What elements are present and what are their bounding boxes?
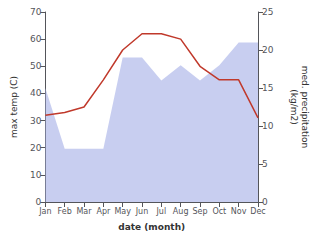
svg-text:(kg/m2): (kg/m2)	[289, 89, 299, 124]
svg-text:Jun: Jun	[135, 207, 149, 216]
svg-text:15: 15	[262, 83, 273, 93]
svg-text:Mar: Mar	[76, 207, 92, 216]
svg-text:Apr: Apr	[96, 207, 111, 216]
svg-text:max temp (C): max temp (C)	[9, 76, 19, 138]
svg-text:Jan: Jan	[38, 207, 51, 216]
svg-text:Jul: Jul	[156, 207, 167, 216]
svg-text:20: 20	[262, 45, 274, 55]
svg-text:May: May	[114, 207, 131, 216]
svg-text:Nov: Nov	[231, 207, 247, 216]
svg-text:date (month): date (month)	[118, 222, 185, 232]
svg-text:30: 30	[30, 116, 42, 126]
svg-text:40: 40	[30, 88, 42, 98]
svg-text:Aug: Aug	[173, 207, 189, 216]
svg-text:20: 20	[30, 143, 42, 153]
svg-text:25: 25	[262, 7, 273, 17]
svg-text:10: 10	[30, 170, 42, 180]
svg-text:50: 50	[30, 61, 42, 71]
svg-text:0: 0	[262, 197, 268, 207]
svg-text:60: 60	[30, 34, 42, 44]
svg-text:70: 70	[30, 7, 42, 17]
svg-text:Dec: Dec	[250, 207, 265, 216]
svg-text:5: 5	[262, 159, 268, 169]
svg-text:Oct: Oct	[212, 207, 226, 216]
svg-text:Feb: Feb	[58, 207, 72, 216]
svg-text:0: 0	[36, 197, 42, 207]
svg-text:Sep: Sep	[192, 207, 207, 216]
svg-text:10: 10	[262, 121, 274, 131]
svg-text:med. precipitation: med. precipitation	[300, 66, 310, 148]
